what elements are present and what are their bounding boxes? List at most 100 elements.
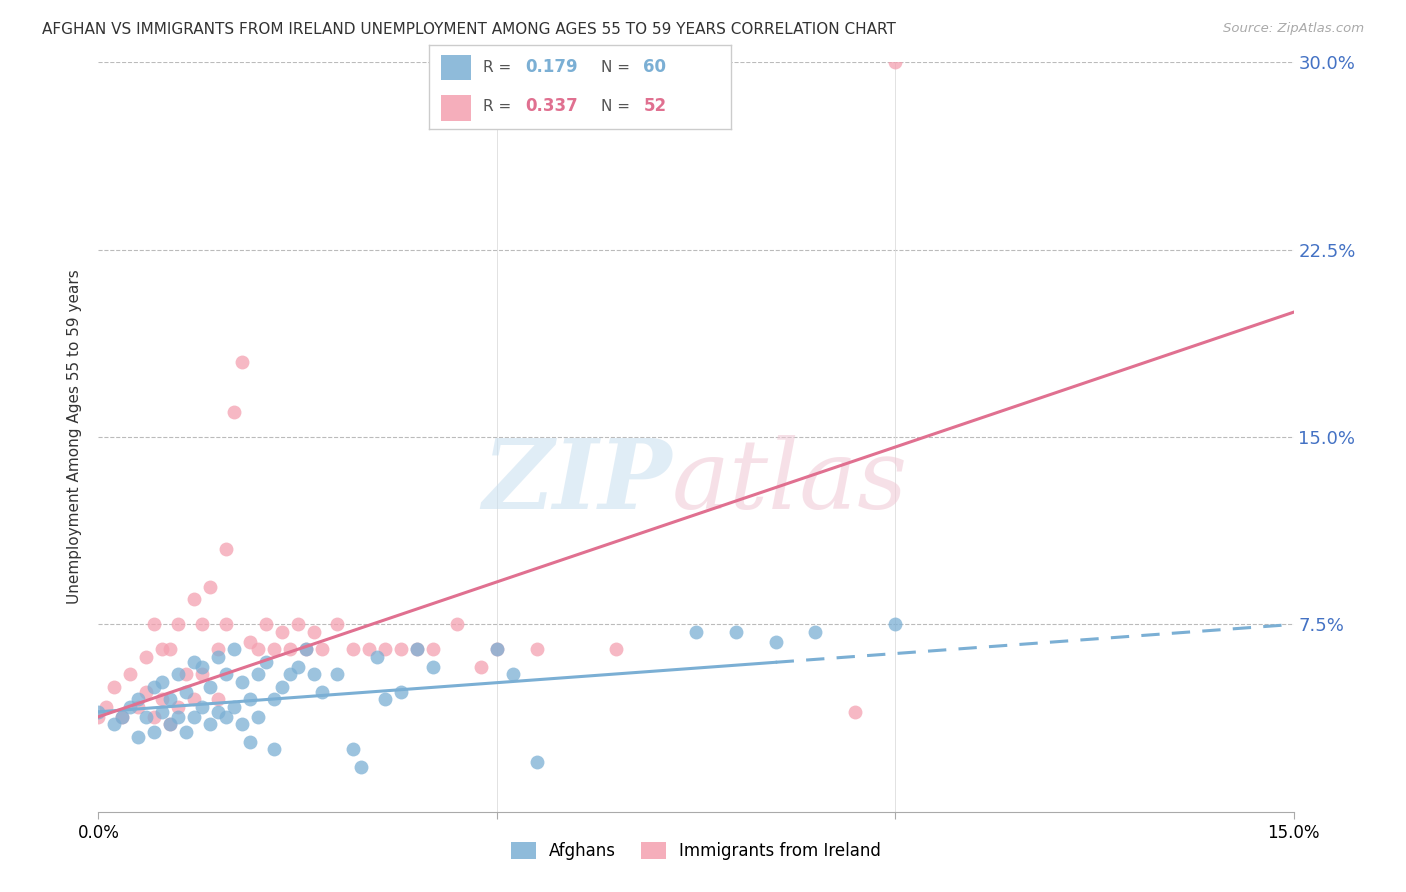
Point xyxy=(135,710,157,724)
Point xyxy=(526,642,548,657)
Point xyxy=(239,735,262,749)
Bar xyxy=(441,54,471,80)
Point xyxy=(470,660,492,674)
Point xyxy=(127,699,149,714)
Text: atlas: atlas xyxy=(672,435,908,529)
Point xyxy=(207,649,229,664)
Point xyxy=(287,660,309,674)
Point xyxy=(311,642,333,657)
Point xyxy=(804,624,827,639)
Text: R =: R = xyxy=(484,60,516,75)
Y-axis label: Unemployment Among Ages 55 to 59 years: Unemployment Among Ages 55 to 59 years xyxy=(67,269,83,605)
Point xyxy=(215,617,238,632)
Point xyxy=(207,705,229,719)
Point xyxy=(294,642,316,657)
Text: 0.337: 0.337 xyxy=(526,97,578,115)
Point xyxy=(422,642,444,657)
Text: Source: ZipAtlas.com: Source: ZipAtlas.com xyxy=(1223,22,1364,36)
Point xyxy=(366,649,388,664)
Point xyxy=(127,692,149,706)
Point xyxy=(231,674,253,689)
Point xyxy=(183,692,205,706)
Point xyxy=(278,667,301,681)
Point xyxy=(254,655,277,669)
Point xyxy=(150,674,173,689)
Point xyxy=(96,699,118,714)
Point xyxy=(246,667,269,681)
Point xyxy=(302,624,325,639)
Point xyxy=(207,642,229,657)
Point xyxy=(485,642,508,657)
Point xyxy=(270,624,292,639)
Point xyxy=(350,760,373,774)
Point xyxy=(215,667,238,681)
Point xyxy=(183,592,205,607)
Point xyxy=(120,667,142,681)
Text: N =: N = xyxy=(602,99,636,114)
Point xyxy=(191,699,214,714)
Point xyxy=(159,642,181,657)
Point xyxy=(884,55,907,70)
Point xyxy=(222,405,245,419)
Point xyxy=(254,617,277,632)
Point xyxy=(287,617,309,632)
Point xyxy=(389,642,412,657)
Point xyxy=(270,680,292,694)
Point xyxy=(174,724,197,739)
Point xyxy=(844,705,866,719)
Point xyxy=(127,730,149,744)
Point xyxy=(111,710,134,724)
Point xyxy=(884,617,907,632)
Point xyxy=(191,660,214,674)
Point xyxy=(143,617,166,632)
Point xyxy=(422,660,444,674)
Point xyxy=(159,717,181,731)
Point xyxy=(359,642,381,657)
Point xyxy=(526,755,548,769)
Point xyxy=(167,617,190,632)
Point xyxy=(326,667,349,681)
Point xyxy=(342,642,364,657)
Point xyxy=(246,710,269,724)
Point xyxy=(167,667,190,681)
Point xyxy=(167,699,190,714)
Point xyxy=(150,642,173,657)
Point xyxy=(326,617,349,632)
Legend: Afghans, Immigrants from Ireland: Afghans, Immigrants from Ireland xyxy=(503,836,889,867)
Point xyxy=(150,705,173,719)
Point xyxy=(183,655,205,669)
Point xyxy=(143,710,166,724)
Point xyxy=(222,642,245,657)
Point xyxy=(239,692,262,706)
Point xyxy=(183,710,205,724)
Point xyxy=(135,685,157,699)
Point xyxy=(159,717,181,731)
Point xyxy=(302,667,325,681)
Text: 0.179: 0.179 xyxy=(526,59,578,77)
Point xyxy=(406,642,429,657)
Point xyxy=(167,710,190,724)
Point xyxy=(215,710,238,724)
Point xyxy=(103,717,125,731)
Point xyxy=(389,685,412,699)
Bar xyxy=(441,95,471,120)
Point xyxy=(278,642,301,657)
Point xyxy=(231,717,253,731)
Point xyxy=(198,717,221,731)
Point xyxy=(406,642,429,657)
Point xyxy=(263,692,285,706)
Point xyxy=(263,642,285,657)
Point xyxy=(215,542,238,557)
Point xyxy=(120,699,142,714)
Point xyxy=(485,642,508,657)
Point xyxy=(374,692,396,706)
Point xyxy=(263,742,285,756)
Point xyxy=(143,724,166,739)
Point xyxy=(103,680,125,694)
Point xyxy=(239,635,262,649)
Point xyxy=(685,624,707,639)
Point xyxy=(111,710,134,724)
Point xyxy=(294,642,316,657)
Point xyxy=(198,580,221,594)
Point xyxy=(207,692,229,706)
